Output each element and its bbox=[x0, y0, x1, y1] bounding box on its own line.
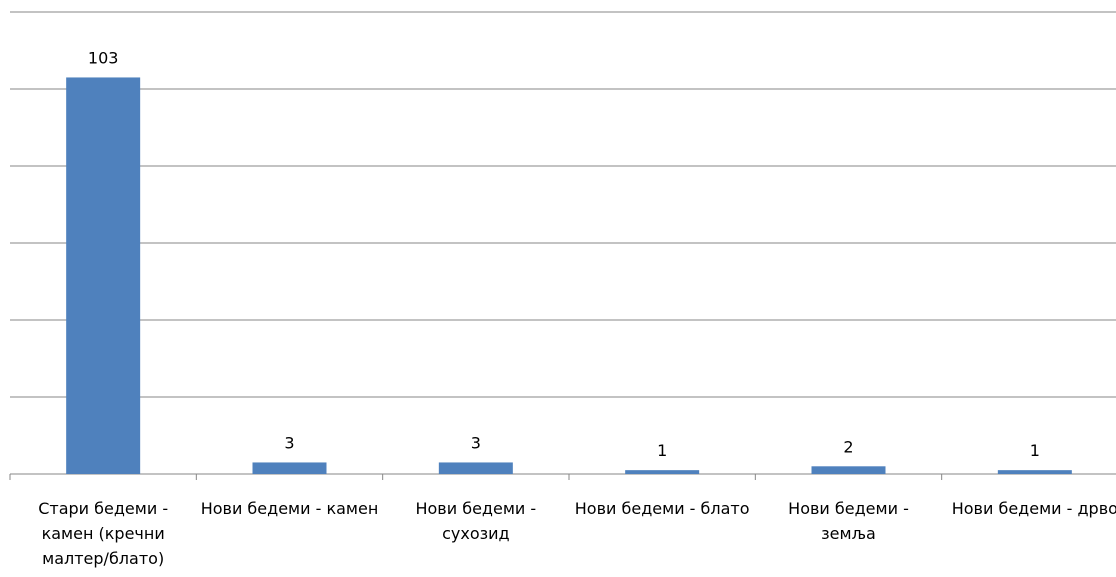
x-tick-label: Нови бедеми - камен bbox=[200, 499, 379, 518]
x-tick-label: Стари бедеми - камен (кречни малтер/блат… bbox=[38, 499, 169, 568]
data-label: 1 bbox=[657, 441, 667, 460]
x-tick-label: Нови бедеми - сухозид bbox=[415, 499, 537, 543]
bar bbox=[997, 470, 1072, 474]
bar bbox=[252, 462, 327, 474]
bar bbox=[438, 462, 513, 474]
data-label: 3 bbox=[471, 433, 481, 452]
x-tick-label: Нови бедеми - блато bbox=[574, 499, 750, 518]
x-tick-label: Нови бедеми - земља bbox=[788, 499, 909, 543]
bar bbox=[811, 466, 886, 474]
bar bbox=[625, 470, 700, 474]
data-label: 103 bbox=[88, 48, 119, 67]
bar bbox=[66, 77, 141, 474]
x-tick-label: Нови бедеми - дрво bbox=[951, 499, 1116, 518]
data-label: 2 bbox=[843, 437, 853, 456]
data-label: 1 bbox=[1030, 441, 1040, 460]
data-label: 3 bbox=[284, 433, 294, 452]
